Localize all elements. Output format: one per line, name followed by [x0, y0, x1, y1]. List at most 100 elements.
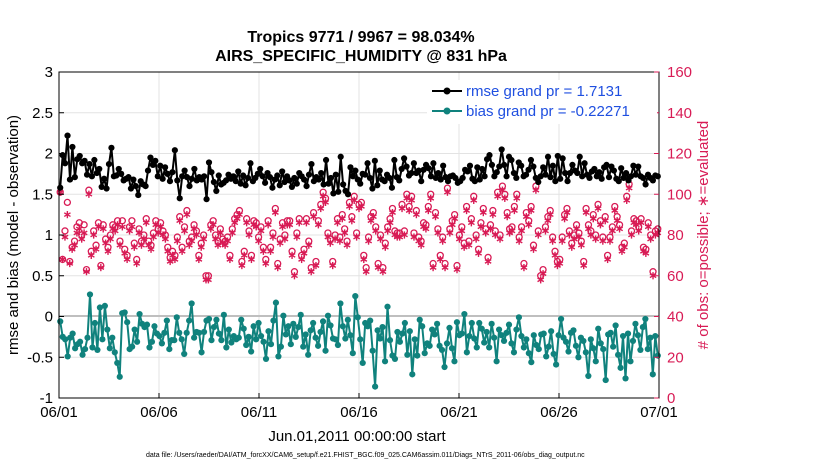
obs-evaluated-marker	[255, 237, 263, 245]
obs-evaluated-marker	[388, 208, 396, 217]
bias-point	[146, 344, 153, 351]
asterisk-stroke	[140, 236, 148, 242]
bias-point	[111, 349, 118, 356]
asterisk-stroke	[568, 244, 576, 250]
obs-evaluated-marker	[216, 229, 224, 237]
bias-point	[572, 342, 580, 349]
obs-evaluated-marker	[97, 264, 105, 272]
bias-point	[617, 364, 624, 371]
asterisk-stroke	[176, 218, 184, 224]
obs-evaluated-marker	[537, 276, 545, 284]
rmse-point	[113, 172, 120, 179]
obs-evaluated-marker	[494, 192, 502, 200]
bias-point	[654, 352, 661, 359]
bias-point	[481, 339, 488, 346]
obs-evaluated-marker	[317, 204, 325, 213]
bias-point	[369, 347, 376, 354]
asterisk-stroke	[149, 234, 157, 240]
asterisk-stroke	[625, 185, 633, 191]
rmse-point	[386, 174, 393, 182]
asterisk-stroke	[496, 236, 504, 242]
rmse-point	[166, 178, 174, 185]
bias-point	[255, 319, 262, 327]
x-tick-label: 06/26	[540, 404, 578, 421]
bias-point	[416, 316, 423, 323]
bias-point	[619, 332, 627, 340]
obs-evaluated-marker	[642, 249, 650, 257]
rmse-point	[161, 164, 169, 171]
bias-point	[297, 311, 304, 318]
obs-evaluated-marker	[190, 225, 198, 233]
asterisk-stroke	[61, 234, 69, 240]
asterisk-stroke	[546, 212, 554, 218]
asterisk-stroke	[123, 257, 131, 262]
asterisk-stroke	[348, 218, 356, 224]
bias-point	[116, 373, 123, 380]
rmse-point	[605, 174, 613, 181]
rmse-point	[337, 153, 344, 160]
asterisk-stroke	[336, 238, 344, 244]
bias-point	[163, 317, 170, 324]
rmse-point	[618, 165, 625, 172]
obs-evaluated-marker	[434, 229, 442, 237]
bias-point	[86, 291, 94, 298]
bias-point	[582, 349, 589, 356]
bias-point	[592, 358, 599, 365]
rmse-point	[291, 174, 298, 182]
rmse-point	[547, 174, 554, 181]
obs-possible-marker	[80, 221, 88, 229]
legend-bias-marker	[443, 107, 451, 115]
obs-evaluated-marker	[137, 241, 145, 249]
rmse-point	[518, 162, 525, 169]
bias-point	[220, 311, 227, 318]
asterisk-stroke	[400, 232, 408, 238]
rmse-point	[369, 185, 376, 192]
obs-evaluated-marker	[596, 221, 604, 229]
asterisk-stroke	[274, 265, 282, 271]
asterisk-stroke	[510, 208, 518, 213]
asterisk-stroke	[501, 195, 509, 201]
obs-evaluated-marker	[443, 188, 451, 196]
obs-evaluated-marker	[66, 259, 74, 268]
rmse-point	[179, 173, 186, 180]
asterisk-stroke	[539, 271, 547, 277]
asterisk-stroke	[458, 228, 466, 234]
rmse-point	[318, 169, 325, 177]
asterisk-stroke	[647, 236, 655, 242]
rmse-point	[561, 169, 569, 177]
obs-evaluated-marker	[83, 268, 90, 276]
obs-evaluated-marker	[324, 233, 332, 241]
rmse-point	[403, 163, 410, 170]
rmse-point	[474, 164, 481, 171]
rmse-point	[91, 156, 98, 164]
rmse-point	[481, 173, 488, 180]
rmse-point	[627, 173, 635, 180]
y2-axis-label: # of obs: o=possible; ∗=evaluated	[695, 121, 712, 350]
rmse-point	[459, 174, 466, 182]
asterisk-stroke	[178, 248, 186, 254]
bias-point	[642, 315, 649, 323]
rmse-point	[61, 160, 69, 167]
rmse-point	[64, 132, 71, 139]
obs-evaluated-marker	[546, 211, 554, 219]
asterisk-stroke	[443, 189, 451, 195]
rmse-point	[374, 182, 381, 189]
bias-point	[629, 337, 637, 345]
rmse-point	[127, 185, 135, 192]
rmse-point	[596, 169, 603, 176]
obs-evaluated-marker	[322, 198, 330, 206]
rmse-point	[535, 178, 542, 186]
bias-point	[205, 315, 213, 323]
bias-point	[433, 320, 441, 327]
obs-evaluated-marker	[549, 237, 557, 245]
rmse-point	[430, 160, 437, 167]
rmse-point	[357, 180, 364, 187]
obs-evaluated-marker	[503, 213, 511, 221]
rmse-point	[105, 160, 113, 168]
asterisk-stroke	[479, 210, 487, 215]
bias-point	[548, 328, 555, 335]
asterisk-stroke	[307, 269, 315, 275]
obs-evaluated-marker	[616, 225, 624, 233]
asterisk-stroke	[228, 230, 236, 236]
obs-evaluated-marker	[195, 255, 203, 264]
